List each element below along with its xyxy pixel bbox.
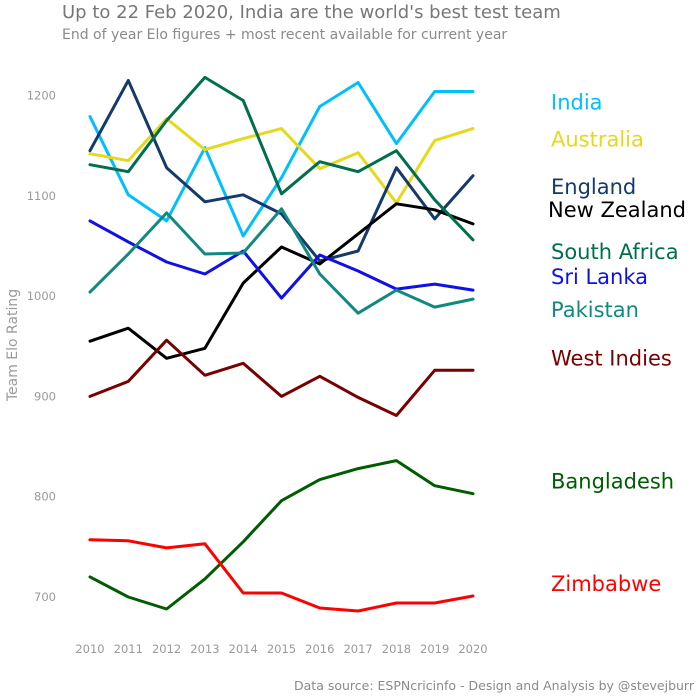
series-line-south-africa [88, 75, 475, 242]
x-tick-label: 2020 [458, 642, 487, 656]
series-lines [88, 75, 475, 613]
y-tick-label: 800 [34, 490, 56, 504]
series-line-india [88, 81, 475, 238]
x-axis-ticks: 2010 2011 2012 2013 2014 2015 2016 2017 2018 2019… [75, 642, 487, 656]
x-tick-label: 2010 [75, 642, 104, 656]
series-label-bangladesh: Bangladesh [551, 470, 674, 494]
x-tick-label: 2018 [382, 642, 411, 656]
series-label-sri-lanka: Sri Lanka [551, 265, 648, 289]
y-tick-label: 700 [34, 590, 56, 604]
x-tick-label: 2016 [305, 642, 334, 656]
chart-subtitle: End of year Elo figures + most recent av… [62, 27, 508, 43]
chart-title: Up to 22 Feb 2020, India are the world's… [62, 2, 561, 23]
chart-caption: Data source: ESPNcricinfo - Design and A… [294, 678, 694, 693]
series-line-sri-lanka [88, 219, 475, 300]
series-label-pakistan: Pakistan [551, 298, 639, 322]
x-tick-label: 2017 [343, 642, 372, 656]
series-line-west-indies [88, 338, 475, 417]
series-line-zimbabwe [88, 538, 475, 613]
y-tick-label: 1000 [27, 289, 56, 303]
x-tick-label: 2011 [114, 642, 143, 656]
series-label-england: England [551, 175, 636, 199]
series-label-zimbabwe: Zimbabwe [551, 572, 661, 596]
x-tick-label: 2013 [190, 642, 219, 656]
series-label-new-zealand: New Zealand [548, 198, 686, 222]
x-tick-label: 2012 [152, 642, 181, 656]
series-line-new-zealand [88, 202, 475, 360]
series-line-bangladesh [88, 459, 475, 611]
y-axis-ticks: 700 800 900 1000 1100 1200 [27, 89, 56, 605]
x-tick-label: 2014 [229, 642, 258, 656]
y-tick-label: 900 [34, 389, 56, 403]
y-tick-label: 1200 [27, 89, 56, 103]
series-label-south-africa: South Africa [551, 240, 679, 264]
series-label-australia: Australia [551, 128, 644, 152]
y-axis-label: Team Elo Rating [5, 289, 21, 402]
series-line-australia [88, 117, 475, 205]
series-label-west-indies: West Indies [551, 346, 672, 370]
series-label-india: India [551, 91, 603, 115]
series-line-pakistan [88, 207, 475, 315]
x-tick-label: 2019 [420, 642, 449, 656]
x-tick-label: 2015 [267, 642, 296, 656]
y-tick-label: 1100 [27, 189, 56, 203]
